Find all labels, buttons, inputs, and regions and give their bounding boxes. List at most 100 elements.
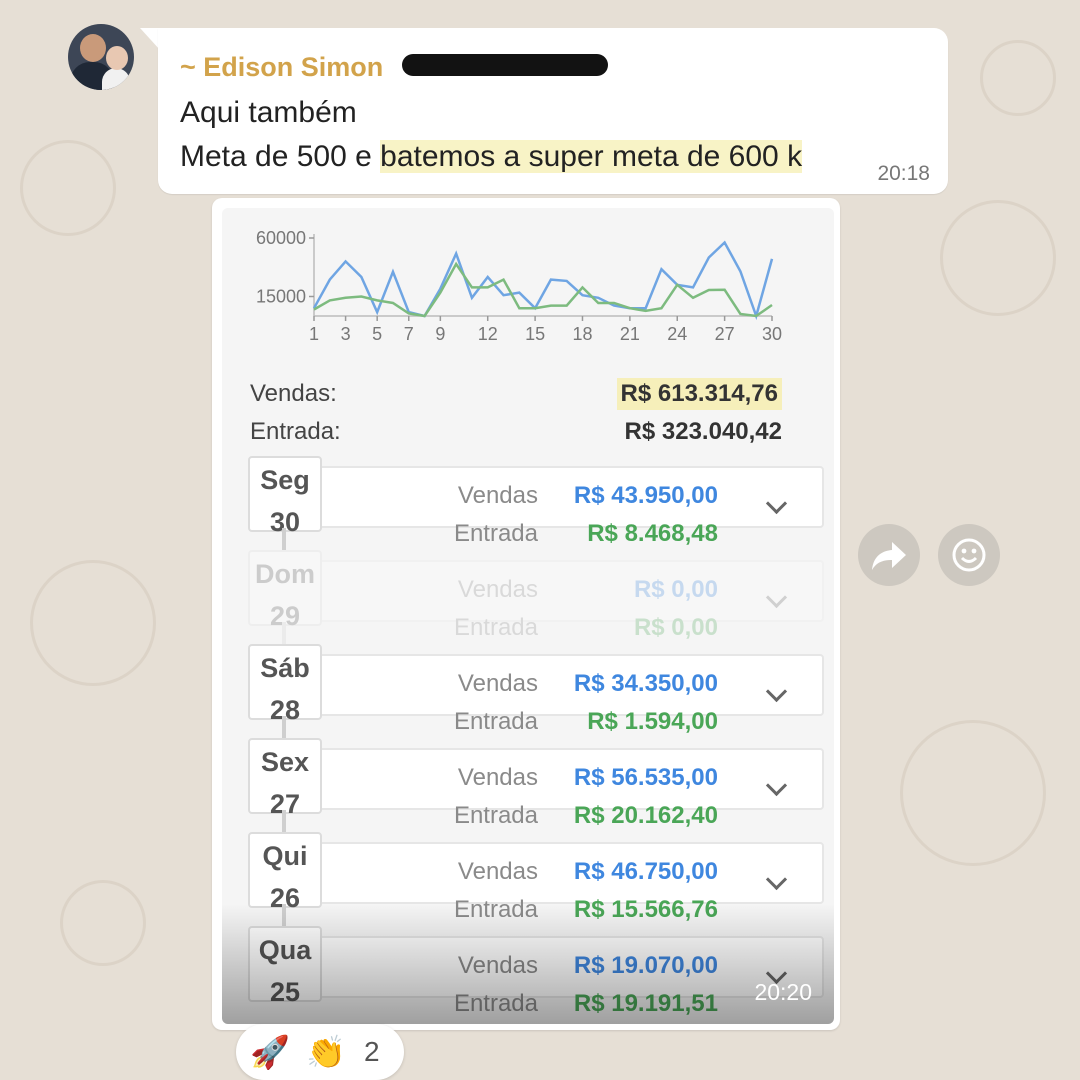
x-tick-label: 9 [435, 324, 445, 344]
vendas-value: R$ 46.750,00 [573, 858, 718, 885]
vendas-label: Vendas [457, 670, 538, 697]
date-badge: Sáb 28 [248, 644, 322, 724]
x-tick-label: 30 [762, 324, 782, 344]
day-number: 29 [269, 601, 301, 631]
image-message[interactable]: 60000 15000 1 3 5 7 9 12 15 18 21 24 27 30 Vendas: R$… [212, 198, 840, 1030]
highlighted-search-match: batemos a super meta de 600 k [380, 140, 803, 173]
x-tick-label: 7 [404, 324, 414, 344]
y-tick-label: 60000 [256, 228, 306, 248]
date-badge: Qui 26 [248, 832, 322, 912]
total-entrada-label: Entrada: [250, 418, 341, 445]
date-badge: Qua 25 [248, 926, 322, 1006]
date-badge: Dom 29 [248, 550, 322, 630]
timeline-connector [282, 904, 286, 926]
weekday-label: Sex [260, 747, 310, 777]
weekday-label: Sáb [260, 653, 310, 683]
clap-reaction: 👏 [306, 1034, 346, 1070]
reactions-pill[interactable]: 🚀 👏 2 [236, 1024, 404, 1080]
x-tick-label: 12 [478, 324, 498, 344]
vendas-value: R$ 56.535,00 [573, 764, 718, 791]
sales-screenshot: 60000 15000 1 3 5 7 9 12 15 18 21 24 27 30 Vendas: R$… [222, 208, 834, 1024]
vendas-label: Vendas [457, 764, 538, 791]
chevron-down-icon[interactable] [765, 586, 788, 609]
vendas-value: R$ 43.950,00 [573, 482, 718, 509]
weekday-label: Qua [250, 936, 320, 964]
series-line-1 [312, 240, 774, 321]
x-tick-label: 15 [525, 324, 545, 344]
entrada-label: Entrada [453, 520, 538, 547]
vendas-value: R$ 34.350,00 [573, 670, 718, 697]
day-row-box[interactable]: Vendas R$ 0,00 Entrada R$ 0,00 [268, 560, 824, 641]
day-row-box[interactable]: Vendas R$ 56.535,00 Entrada R$ 20.162,40 [268, 748, 824, 829]
sender-avatar[interactable] [68, 24, 134, 90]
forward-icon[interactable] [858, 524, 920, 586]
entrada-value: R$ 8.468,48 [587, 520, 718, 547]
redacted-phone [402, 54, 608, 76]
day-row[interactable]: Vendas R$ 56.535,00 Entrada R$ 20.162,40 Sex… [242, 738, 832, 832]
entrada-label: Entrada [454, 990, 538, 1018]
image-time: 20:20 [754, 979, 812, 1005]
rocket-reaction: 🚀 [250, 1034, 290, 1070]
x-tick-label: 21 [620, 324, 640, 344]
weekday-label: Qui [262, 841, 308, 871]
timeline-connector [282, 716, 286, 738]
entrada-value: R$ 1.594,00 [587, 708, 718, 735]
vendas-label: Vendas [457, 482, 538, 509]
x-tick-label: 3 [341, 324, 351, 344]
chevron-down-icon[interactable] [765, 868, 788, 891]
day-row[interactable]: Vendas R$ 34.350,00 Entrada R$ 1.594,00 Sáb 2… [242, 644, 832, 738]
day-row[interactable]: Vendas R$ 0,00 Entrada R$ 0,00 Dom 29 [242, 550, 832, 644]
series-line-2 [313, 261, 773, 318]
date-badge: Sex 27 [248, 738, 322, 818]
day-row[interactable]: Vendas R$ 19.070,00 Entrada R$ 19.191,51 Qua… [242, 926, 832, 1017]
day-row-box[interactable]: Vendas R$ 19.070,00 Entrada R$ 19.191,51 [268, 936, 824, 1017]
x-tick-label: 18 [572, 324, 592, 344]
day-row-box[interactable]: Vendas R$ 43.950,00 Entrada R$ 8.468,48 [268, 466, 824, 547]
entrada-label: Entrada [453, 708, 538, 735]
vendas-label: Vendas [458, 952, 538, 980]
image-bottom-shade [222, 904, 834, 1024]
chevron-down-icon[interactable] [765, 680, 788, 703]
entrada-value: R$ 0,00 [633, 614, 718, 641]
timeline-connector [282, 810, 286, 832]
weekday-label: Dom [255, 559, 315, 589]
vendas-label: Vendas [457, 576, 538, 603]
sender-name[interactable]: ~ Edison Simon [180, 52, 384, 82]
bubble-tail [140, 28, 160, 50]
day-row[interactable]: Vendas R$ 46.750,00 Entrada R$ 15.566,76 Qui… [242, 832, 832, 926]
vendas-value: R$ 19.070,00 [574, 952, 718, 980]
total-vendas-value: R$ 613.314,76 [616, 378, 782, 410]
x-tick-label: 5 [372, 324, 382, 344]
day-row-box[interactable]: Vendas R$ 34.350,00 Entrada R$ 1.594,00 [268, 654, 824, 735]
total-vendas-label: Vendas: [250, 380, 337, 407]
entrada-label: Entrada [454, 896, 538, 924]
emoji-icon[interactable] [938, 524, 1000, 586]
total-entrada-value: R$ 323.040,42 [624, 418, 782, 445]
day-number: 25 [250, 978, 320, 1006]
chevron-down-icon[interactable] [765, 774, 788, 797]
chevron-down-icon[interactable] [765, 492, 788, 515]
x-tick-label: 1 [309, 324, 319, 344]
x-tick-label: 27 [715, 324, 735, 344]
message-line-1: Aqui também [180, 96, 357, 129]
x-tick-label: 24 [667, 324, 687, 344]
date-badge: Seg 30 [248, 456, 322, 536]
weekday-label: Seg [260, 465, 310, 495]
entrada-value: R$ 19.191,51 [574, 990, 718, 1018]
timeline-connector [282, 622, 286, 644]
message-time: 20:18 [877, 162, 930, 185]
vendas-label: Vendas [457, 858, 538, 885]
timeline-connector [282, 528, 286, 550]
entrada-label: Entrada [453, 614, 538, 641]
y-tick-label: 15000 [256, 287, 306, 307]
day-row[interactable]: Vendas R$ 43.950,00 Entrada R$ 8.468,48 Seg 3… [242, 456, 832, 550]
message-line-2: Meta de 500 e batemos a super meta de 60… [180, 140, 803, 174]
entrada-value: R$ 15.566,76 [574, 896, 718, 924]
vendas-value: R$ 0,00 [633, 576, 718, 603]
reaction-count: 2 [364, 1036, 380, 1067]
entrada-label: Entrada [453, 802, 538, 829]
text-message-bubble[interactable]: ~ Edison Simon Aqui também Meta de 500 e… [158, 28, 948, 194]
day-row-box[interactable]: Vendas R$ 46.750,00 Entrada R$ 15.566,76 [268, 842, 824, 923]
